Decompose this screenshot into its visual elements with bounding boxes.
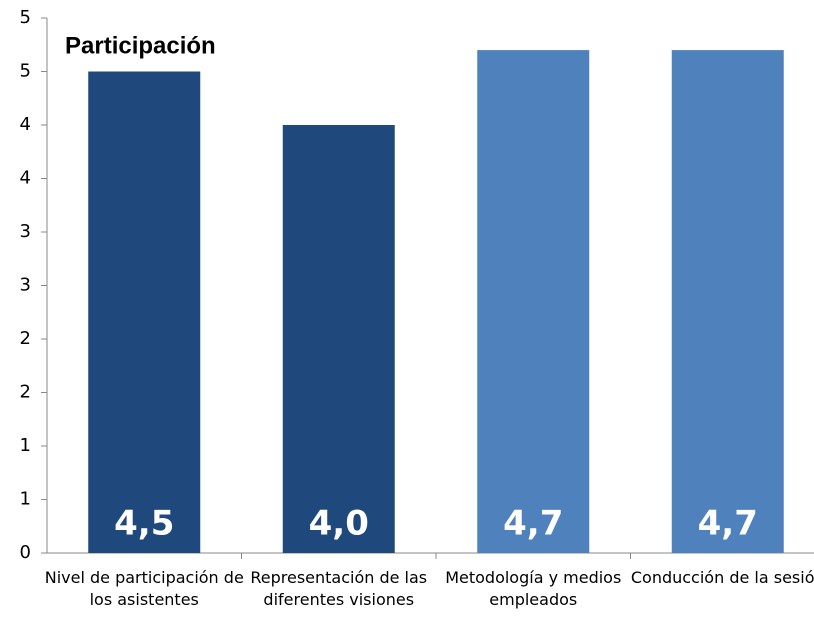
y-tick-label: 5	[20, 61, 31, 82]
bar	[88, 71, 201, 553]
value-label: 4,7	[698, 504, 758, 544]
bar	[282, 125, 395, 553]
chart-title: Participación	[65, 32, 216, 59]
y-tick-label: 4	[20, 114, 31, 135]
value-label: 4,5	[114, 504, 174, 544]
y-tick-label: 3	[20, 275, 31, 296]
y-tick-label: 4	[20, 168, 31, 189]
y-tick-label: 5	[20, 7, 31, 28]
x-tick-label: Nivel de participación de los asistentes	[44, 568, 244, 609]
y-tick-label: 1	[20, 489, 31, 510]
bar	[477, 50, 590, 553]
bar	[671, 50, 784, 553]
x-tick-label: Metodología y medios empleados	[445, 568, 622, 609]
y-tick-label: 3	[20, 221, 31, 242]
y-tick-label: 2	[20, 328, 31, 349]
y-tick-label: 0	[20, 542, 31, 563]
x-tick-label: Representación de las diferentes visione…	[250, 568, 428, 609]
y-tick-label: 1	[20, 435, 31, 456]
value-label: 4,0	[309, 504, 369, 544]
x-tick-label: Conducción de la sesión	[630, 568, 814, 587]
y-tick-label: 2	[20, 382, 31, 403]
value-label: 4,7	[503, 504, 563, 544]
